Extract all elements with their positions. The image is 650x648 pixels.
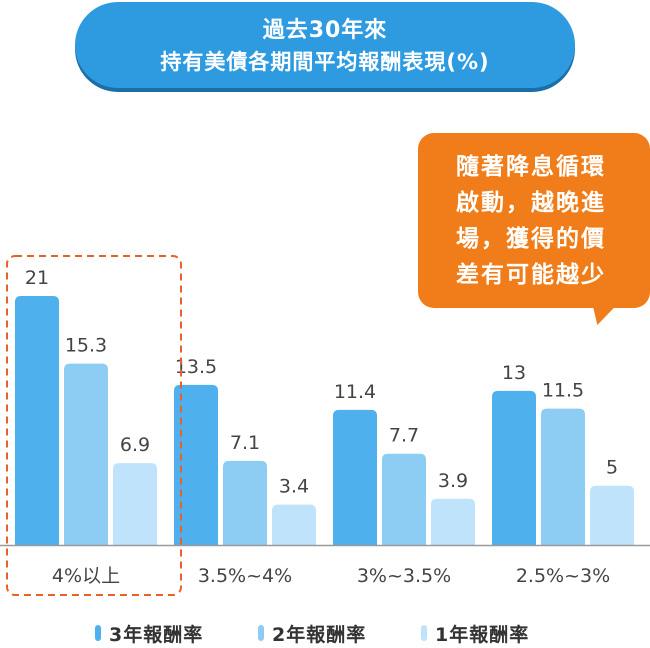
bar-1-0 — [174, 384, 218, 545]
bar-3-1 — [541, 408, 585, 545]
highlight-box — [6, 255, 182, 596]
legend-label-1y: 1年報酬率 — [435, 624, 530, 646]
bar-0-0 — [15, 296, 59, 545]
category-label-0: 4%以上 — [52, 565, 120, 587]
bar-value-label-1-0: 13.5 — [175, 356, 217, 378]
callout-bubble: 隨著降息循環 啟動，越晚進 場，獲得的價 差有可能越少 — [418, 133, 650, 308]
bar-3-0 — [492, 390, 536, 545]
bar-value-label-3-1: 11.5 — [542, 380, 584, 402]
bar-value-label-0-0: 21 — [25, 267, 49, 289]
chart-title-line-2: 持有美債各期間平均報酬表現(%) — [160, 50, 490, 74]
bar-1-1 — [223, 460, 267, 545]
bar-value-label-2-1: 7.7 — [389, 425, 419, 447]
callout-line-3: 場，獲得的價 — [456, 226, 606, 252]
bar-value-label-0-2: 6.9 — [120, 434, 150, 456]
bar-value-label-1-1: 7.1 — [230, 432, 260, 454]
legend-label-3y: 3年報酬率 — [109, 624, 204, 646]
bar-2-2 — [431, 498, 475, 545]
category-label-1: 3.5%~4% — [198, 565, 292, 587]
bar-value-label-1-2: 3.4 — [279, 476, 309, 498]
category-label-2: 3%~3.5% — [357, 565, 451, 587]
bar-value-label-2-0: 11.4 — [334, 381, 376, 403]
legend-swatch-1y — [421, 625, 427, 641]
bar-2-1 — [382, 453, 426, 545]
bar-value-label-0-1: 15.3 — [65, 335, 107, 357]
chart-title-banner: 過去30年來 持有美債各期間平均報酬表現(%) — [75, 2, 575, 88]
callout-line-1: 隨著降息循環 — [456, 154, 606, 180]
bar-1-2 — [272, 504, 316, 545]
chart-title-line-1: 過去30年來 — [262, 18, 388, 43]
bar-0-2 — [113, 463, 157, 545]
bar-chart: 21 15.3 6.9 4%以上 13.5 7.1 3.4 3.5%~4% 11.4 7.7 3.9… — [0, 255, 650, 596]
callout-line-4: 差有可能越少 — [456, 262, 606, 288]
bar-2-0 — [333, 409, 377, 545]
legend-swatch-3y — [95, 625, 101, 641]
bar-0-1 — [64, 363, 108, 545]
callout-line-2: 啟動，越晚進 — [456, 190, 606, 216]
legend-label-2y: 2年報酬率 — [272, 624, 367, 646]
bar-value-label-3-2: 5 — [606, 457, 618, 479]
legend-swatch-2y — [258, 625, 264, 641]
category-label-3: 2.5%~3% — [516, 565, 610, 587]
bar-value-label-2-2: 3.9 — [438, 470, 468, 492]
bar-3-2 — [590, 485, 634, 545]
chart-legend: 3年報酬率 2年報酬率 1年報酬率 — [0, 620, 650, 648]
bar-value-label-3-0: 13 — [502, 362, 526, 384]
